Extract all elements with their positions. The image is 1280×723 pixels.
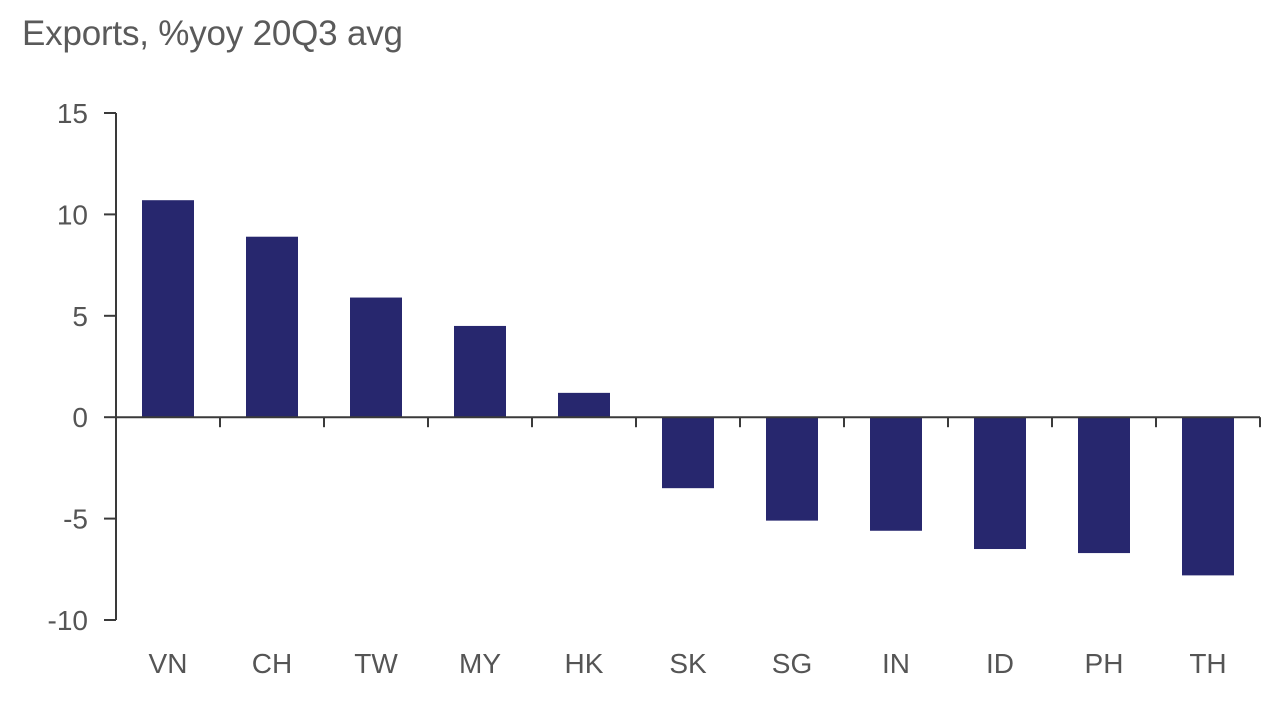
chart-title: Exports, %yoy 20Q3 avg	[22, 14, 403, 53]
axes-layer	[104, 112, 1261, 621]
x-category-label: VN	[149, 648, 188, 679]
bar-ph	[1078, 417, 1130, 554]
bar-hk	[558, 392, 610, 418]
y-tick-label: 15	[57, 98, 88, 129]
bar-sg	[766, 417, 818, 521]
bar-ch	[246, 236, 298, 418]
x-category-label: TW	[354, 648, 398, 679]
y-tick-label: -10	[48, 605, 88, 636]
x-category-label: SG	[772, 648, 812, 679]
bar-th	[1182, 417, 1234, 576]
bar-id	[974, 417, 1026, 550]
x-category-label: MY	[459, 648, 501, 679]
y-tick-label: 10	[57, 199, 88, 230]
bar-tw	[350, 297, 402, 418]
x-category-labels: VN CH TW MY HK SK SG IN ID PH TH	[149, 648, 1227, 679]
bar-vn	[142, 200, 194, 418]
x-category-label: ID	[986, 648, 1014, 679]
bar-my	[454, 325, 506, 418]
y-tick-label: 5	[72, 301, 88, 332]
y-tick-labels: 15 10 5 0 -5 -10	[48, 98, 88, 636]
bar-sk	[662, 417, 714, 489]
bar-in	[870, 417, 922, 531]
x-category-label: TH	[1189, 648, 1226, 679]
x-category-label: HK	[565, 648, 604, 679]
x-category-label: IN	[882, 648, 910, 679]
y-tick-label: -5	[63, 504, 88, 535]
y-tick-label: 0	[72, 402, 88, 433]
x-category-label: CH	[252, 648, 292, 679]
x-category-label: PH	[1085, 648, 1124, 679]
x-category-label: SK	[669, 648, 707, 679]
bars-layer	[142, 200, 1234, 576]
